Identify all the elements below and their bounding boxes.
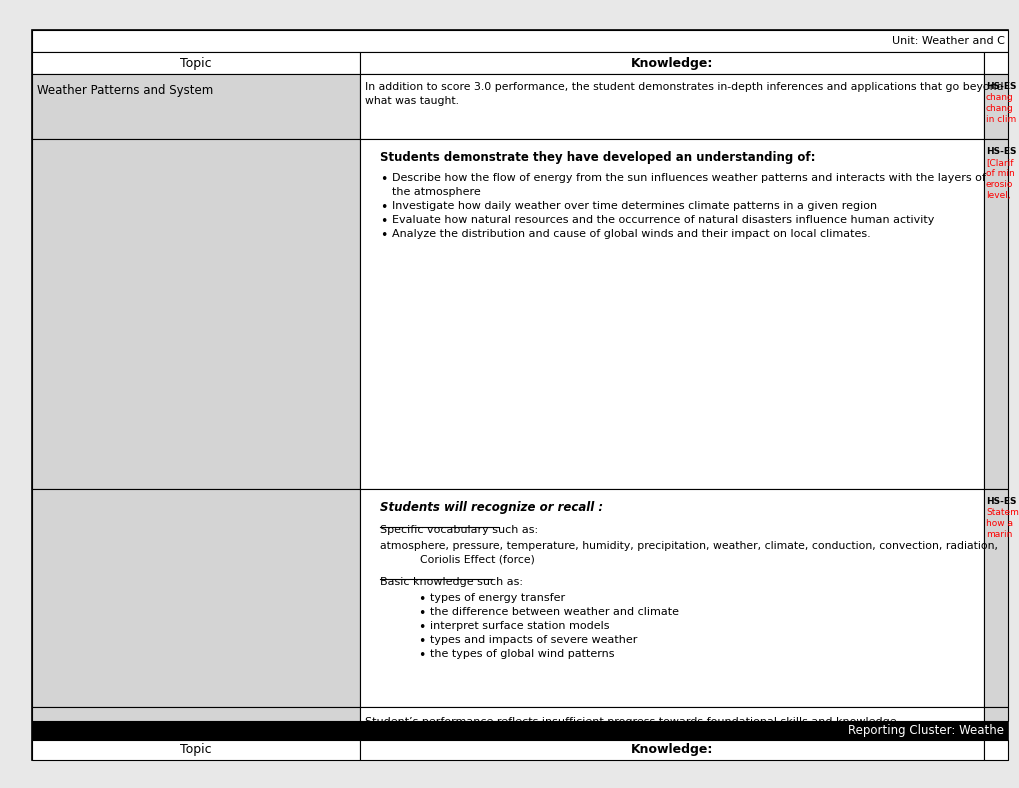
Text: Students will recognize or recall :: Students will recognize or recall : — [380, 501, 602, 514]
Text: •: • — [418, 635, 425, 648]
Bar — [32, 740, 360, 760]
Text: the types of global wind patterns: the types of global wind patterns — [430, 649, 613, 659]
Text: the atmosphere: the atmosphere — [391, 187, 480, 197]
Text: HS-ES: HS-ES — [985, 147, 1016, 156]
Bar — [983, 707, 1007, 721]
Bar — [983, 489, 1007, 707]
Bar — [32, 489, 360, 707]
Text: In addition to score 3.0 performance, the student demonstrates in-depth inferenc: In addition to score 3.0 performance, th… — [365, 82, 1003, 92]
Text: Basic knowledge such as:: Basic knowledge such as: — [380, 577, 523, 587]
Text: •: • — [380, 229, 387, 242]
Bar — [360, 489, 983, 707]
Bar — [983, 740, 1007, 760]
Text: of min: of min — [985, 169, 1014, 178]
Bar — [32, 139, 360, 489]
Text: Describe how the flow of energy from the sun influences weather patterns and int: Describe how the flow of energy from the… — [391, 173, 985, 183]
Bar — [32, 30, 1007, 52]
Text: HS-ES: HS-ES — [985, 497, 1016, 506]
Text: Reporting Cluster: Weathe: Reporting Cluster: Weathe — [847, 724, 1003, 737]
Text: Students demonstrate they have developed an understanding of:: Students demonstrate they have developed… — [380, 151, 815, 164]
Text: interpret surface station models: interpret surface station models — [430, 621, 609, 631]
Text: •: • — [418, 607, 425, 620]
Bar — [983, 139, 1007, 489]
Text: Knowledge:: Knowledge: — [630, 57, 712, 69]
Text: •: • — [418, 593, 425, 606]
Text: marin: marin — [985, 530, 1012, 539]
Text: atmosphere, pressure, temperature, humidity, precipitation, weather, climate, co: atmosphere, pressure, temperature, humid… — [380, 541, 997, 551]
Text: [Clarif: [Clarif — [985, 158, 1013, 167]
Text: chang: chang — [985, 104, 1013, 113]
Text: Weather Patterns and System: Weather Patterns and System — [37, 84, 213, 97]
Bar — [32, 721, 1007, 740]
Text: Topic: Topic — [180, 744, 212, 756]
Bar — [32, 52, 360, 74]
Bar — [983, 52, 1007, 74]
Text: Specific vocabulary such as:: Specific vocabulary such as: — [380, 525, 538, 535]
Bar — [360, 52, 983, 74]
Text: types and impacts of severe weather: types and impacts of severe weather — [430, 635, 637, 645]
Bar — [32, 74, 360, 139]
Text: Topic: Topic — [180, 57, 212, 69]
Text: erosio: erosio — [985, 180, 1013, 189]
Text: what was taught.: what was taught. — [365, 96, 459, 106]
Text: Student’s performance reflects insufficient progress towards foundational skills: Student’s performance reflects insuffici… — [365, 717, 900, 727]
Bar — [360, 740, 983, 760]
Bar — [32, 707, 360, 721]
Text: •: • — [418, 649, 425, 662]
Text: the difference between weather and climate: the difference between weather and clima… — [430, 607, 679, 617]
Text: how a: how a — [985, 519, 1012, 528]
Bar — [360, 707, 983, 721]
Bar — [360, 139, 983, 489]
Text: types of energy transfer: types of energy transfer — [430, 593, 565, 603]
Text: in clim: in clim — [985, 115, 1015, 124]
Text: Knowledge:: Knowledge: — [630, 744, 712, 756]
Text: Investigate how daily weather over time determines climate patterns in a given r: Investigate how daily weather over time … — [391, 201, 876, 211]
Bar — [360, 74, 983, 139]
Text: Coriolis Effect (force): Coriolis Effect (force) — [420, 555, 534, 565]
Bar — [983, 74, 1007, 139]
Text: Analyze the distribution and cause of global winds and their impact on local cli: Analyze the distribution and cause of gl… — [391, 229, 870, 239]
Text: •: • — [418, 621, 425, 634]
Text: •: • — [380, 173, 387, 186]
Text: Unit: Weather and C: Unit: Weather and C — [892, 36, 1004, 46]
Text: •: • — [380, 201, 387, 214]
Text: HS-ES: HS-ES — [985, 82, 1016, 91]
Text: Statem: Statem — [985, 508, 1018, 517]
Text: Evaluate how natural resources and the occurrence of natural disasters influence: Evaluate how natural resources and the o… — [391, 215, 933, 225]
Text: •: • — [380, 215, 387, 228]
Text: chang: chang — [985, 93, 1013, 102]
Text: level,: level, — [985, 191, 1010, 200]
